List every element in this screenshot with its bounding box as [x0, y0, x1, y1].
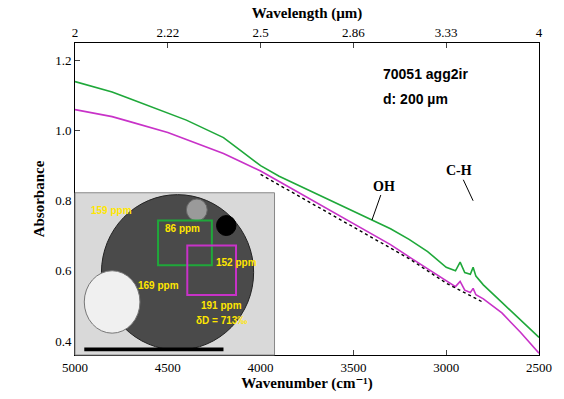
svg-text:159 ppm: 159 ppm	[91, 205, 132, 216]
svg-text:3000: 3000	[433, 360, 459, 375]
svg-text:2500: 2500	[526, 360, 552, 375]
svg-text:4000: 4000	[248, 360, 274, 375]
svg-text:86 ppm: 86 ppm	[165, 223, 200, 234]
svg-text:2.22: 2.22	[156, 25, 179, 40]
svg-text:d: 200 µm: d: 200 µm	[383, 91, 448, 107]
svg-text:Absorbance: Absorbance	[31, 160, 47, 237]
svg-text:2.5: 2.5	[252, 25, 268, 40]
svg-text:0.4: 0.4	[55, 334, 72, 349]
svg-text:Wavelength (µm): Wavelength (µm)	[252, 5, 363, 22]
svg-text:4: 4	[536, 25, 543, 40]
svg-text:3500: 3500	[340, 360, 366, 375]
svg-text:1.2: 1.2	[55, 53, 71, 68]
svg-text:OH: OH	[373, 179, 395, 194]
svg-text:4500: 4500	[155, 360, 181, 375]
svg-text:2: 2	[72, 25, 79, 40]
svg-text:3.33: 3.33	[435, 25, 458, 40]
svg-text:5000: 5000	[62, 360, 88, 375]
svg-text:191 ppm: 191 ppm	[201, 300, 242, 311]
svg-text:152 ppm: 152 ppm	[216, 257, 257, 268]
svg-text:0.6: 0.6	[55, 263, 72, 278]
svg-text:Wavenumber (cm⁻¹): Wavenumber (cm⁻¹)	[241, 375, 373, 392]
svg-text:169 ppm: 169 ppm	[138, 280, 179, 291]
svg-text:1.0: 1.0	[55, 123, 71, 138]
svg-text:δD = 713‰: δD = 713‰	[196, 315, 247, 326]
svg-text:0.8: 0.8	[55, 193, 71, 208]
svg-text:2.86: 2.86	[342, 25, 365, 40]
svg-text:C-H: C-H	[446, 163, 472, 178]
svg-text:70051 agg2ir: 70051 agg2ir	[383, 66, 468, 82]
